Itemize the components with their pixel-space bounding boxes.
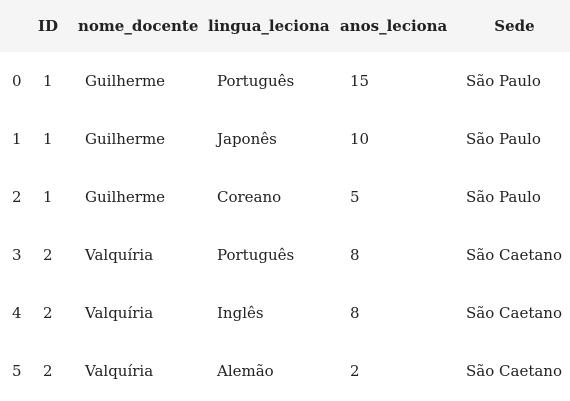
row-index-cell: 2 — [12, 188, 22, 206]
sede-cell: São Paulo — [466, 188, 541, 206]
nome-docente-cell: Guilherme — [85, 130, 166, 148]
sede-cell: São Caetano — [466, 362, 562, 380]
column-header-index — [0, 0, 36, 52]
row-index-cell: 4 — [12, 304, 22, 322]
lingua-leciona-cell: Inglês — [217, 304, 264, 322]
id-cell: 1 — [43, 130, 53, 148]
table-body: 0 1 Guilherme Português 15 São Paulo 1 1… — [0, 52, 570, 400]
lingua-leciona-cell: Português — [217, 72, 295, 90]
table-header: ID nome_docente lingua_leciona anos_leci… — [0, 0, 570, 52]
row-index-cell: 5 — [12, 362, 22, 380]
column-header-id: ID — [38, 17, 59, 35]
row-index-cell: 0 — [12, 72, 22, 90]
id-cell: 2 — [43, 246, 53, 264]
lingua-leciona-cell: Português — [217, 246, 295, 264]
table-row: 3 2 Valquíria Português 8 São Caetano — [0, 226, 570, 284]
anos-leciona-cell: 15 — [350, 72, 370, 90]
nome-docente-cell: Valquíria — [85, 246, 154, 264]
anos-leciona-cell: 8 — [350, 246, 360, 264]
header-row: ID nome_docente lingua_leciona anos_leci… — [0, 0, 570, 52]
anos-leciona-cell: 8 — [350, 304, 360, 322]
table-row: 4 2 Valquíria Inglês 8 São Caetano — [0, 284, 570, 342]
nome-docente-cell: Guilherme — [85, 188, 166, 206]
sede-cell: São Paulo — [466, 130, 541, 148]
sede-cell: São Caetano — [466, 246, 562, 264]
row-index-cell: 1 — [12, 130, 22, 148]
lingua-leciona-cell: Coreano — [217, 188, 282, 206]
column-header-nome-docente: nome_docente — [78, 17, 199, 35]
table-row: 0 1 Guilherme Português 15 São Paulo — [0, 52, 570, 110]
id-cell: 2 — [43, 362, 53, 380]
column-header-anos-leciona: anos_leciona — [340, 17, 448, 35]
sede-cell: São Caetano — [466, 304, 562, 322]
table-row: 2 1 Guilherme Coreano 5 São Paulo — [0, 168, 570, 226]
table-row: 1 1 Guilherme Japonês 10 São Paulo — [0, 110, 570, 168]
row-index-cell: 3 — [12, 246, 22, 264]
nome-docente-cell: Guilherme — [85, 72, 166, 90]
anos-leciona-cell: 5 — [350, 188, 360, 206]
id-cell: 1 — [43, 188, 53, 206]
lingua-leciona-cell: Japonês — [217, 130, 277, 148]
column-header-lingua-leciona: lingua_leciona — [208, 17, 330, 35]
table-row: 5 2 Valquíria Alemão 2 São Caetano — [0, 342, 570, 400]
anos-leciona-cell: 2 — [350, 362, 360, 380]
id-cell: 1 — [43, 72, 53, 90]
nome-docente-cell: Valquíria — [85, 304, 154, 322]
sede-cell: São Paulo — [466, 72, 541, 90]
column-header-sede: Sede — [494, 17, 535, 35]
anos-leciona-cell: 10 — [350, 130, 370, 148]
id-cell: 2 — [43, 304, 53, 322]
lingua-leciona-cell: Alemão — [217, 362, 274, 380]
nome-docente-cell: Valquíria — [85, 362, 154, 380]
